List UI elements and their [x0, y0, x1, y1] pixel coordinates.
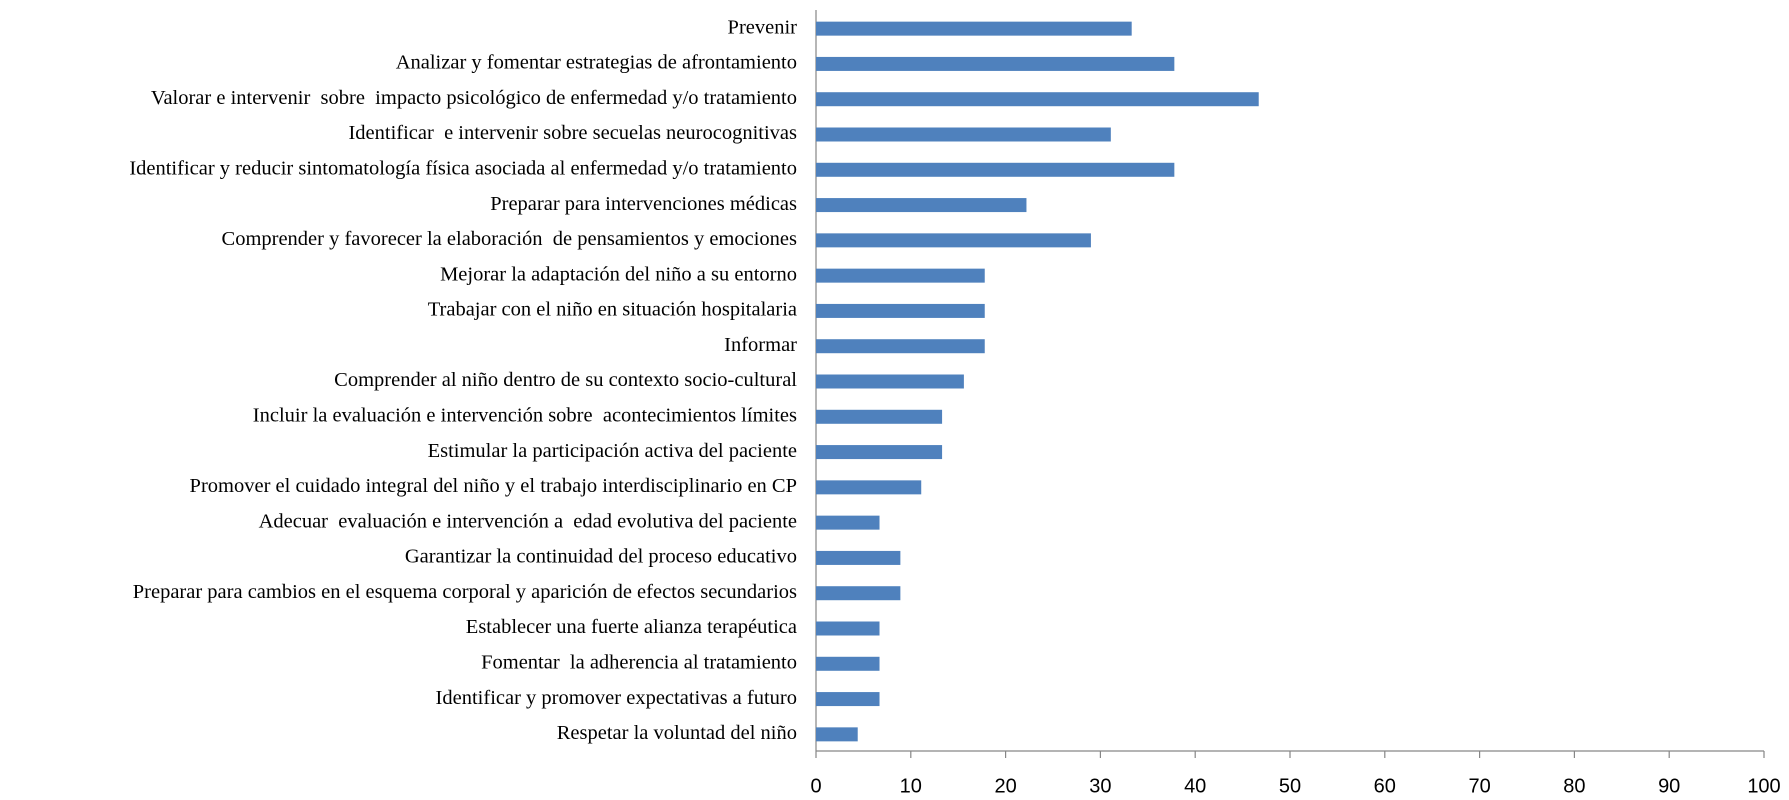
x-tick-label: 40: [1184, 775, 1206, 797]
y-tick-label: Trabajar con el niño en situación hospit…: [428, 299, 797, 321]
y-tick-label: Garantizar la continuidad del proceso ed…: [405, 546, 797, 568]
bar: [816, 692, 880, 707]
y-tick-label: Estimular la participación activa del pa…: [428, 440, 797, 462]
y-tick-label: Identificar y reducir sintomatología fís…: [129, 157, 797, 179]
bar: [816, 127, 1111, 142]
bar: [816, 550, 901, 565]
y-tick-label: Fomentar la adherencia al tratamiento: [481, 651, 797, 673]
bar: [816, 621, 880, 636]
bar: [816, 445, 943, 460]
y-tick-label: Preparar para cambios en el esquema corp…: [133, 581, 797, 603]
bar: [816, 727, 858, 742]
bar: [816, 409, 943, 424]
bar: [816, 92, 1259, 107]
y-tick-label: Informar: [724, 334, 797, 356]
x-tick-label: 90: [1658, 775, 1680, 797]
bar: [816, 586, 901, 601]
bar: [816, 656, 880, 671]
x-tick-label: 20: [994, 775, 1016, 797]
bar: [816, 480, 922, 495]
y-tick-label: Analizar y fomentar estrategias de afron…: [396, 52, 797, 74]
y-tick-label: Comprender al niño dentro de su contexto…: [334, 369, 797, 391]
bar: [816, 268, 985, 283]
y-tick-label: Adecuar evaluación e intervención a edad…: [259, 510, 797, 532]
y-tick-label: Promover el cuidado integral del niño y …: [190, 475, 797, 497]
bar: [816, 233, 1091, 248]
bar: [816, 21, 1132, 36]
y-tick-label: Comprender y favorecer la elaboración de…: [222, 228, 798, 250]
y-tick-label: Prevenir: [728, 16, 798, 38]
bar: [816, 162, 1175, 177]
y-tick-label: Mejorar la adaptación del niño a su ento…: [440, 263, 797, 285]
bar: [816, 198, 1027, 213]
x-tick-label: 70: [1468, 775, 1490, 797]
y-tick-label: Preparar para intervenciones médicas: [490, 193, 797, 215]
y-tick-label: Identificar y promover expectativas a fu…: [436, 687, 797, 709]
y-tick-label: Respetar la voluntad del niño: [557, 722, 797, 744]
bar: [816, 56, 1175, 71]
bar: [816, 339, 985, 354]
x-tick-label: 0: [810, 775, 821, 797]
x-tick-label: 10: [900, 775, 922, 797]
bar: [816, 515, 880, 530]
bar: [816, 303, 985, 318]
y-tick-label: Valorar e intervenir sobre impacto psico…: [151, 87, 797, 109]
x-tick-label: 60: [1374, 775, 1396, 797]
y-tick-label: Identificar e intervenir sobre secuelas …: [348, 122, 797, 144]
x-tick-label: 50: [1279, 775, 1301, 797]
y-tick-label: Incluir la evaluación e intervención sob…: [253, 404, 797, 426]
x-tick-label: 100: [1747, 775, 1780, 797]
bar: [816, 374, 964, 389]
x-tick-label: 80: [1563, 775, 1585, 797]
y-tick-label: Establecer una fuerte alianza terapéutic…: [466, 616, 797, 638]
x-tick-label: 30: [1089, 775, 1111, 797]
